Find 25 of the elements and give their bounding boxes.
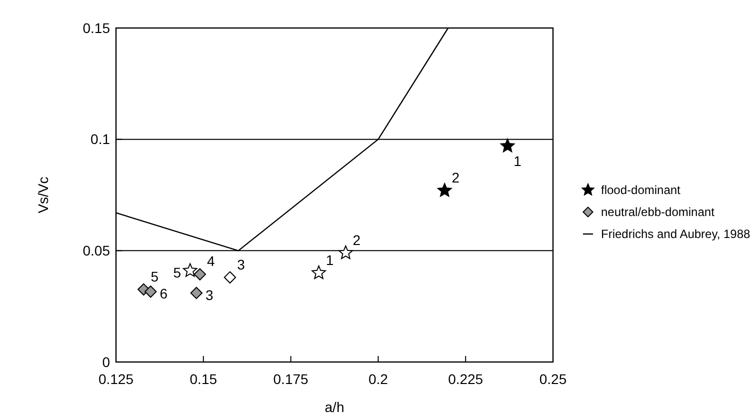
y-tick-label: 0.15 (82, 20, 110, 36)
annotation: 2 (452, 169, 460, 186)
annotation: 3 (237, 256, 246, 272)
x-tick-label: 0.25 (539, 371, 567, 387)
y-tick-label: 0 (102, 354, 110, 370)
annotation: 5 (173, 264, 182, 281)
legend-label: flood-dominant (601, 183, 682, 198)
annotation: 5 (150, 268, 159, 284)
x-axis-title: a/h (324, 399, 344, 414)
annotation: 1 (514, 152, 522, 169)
y-tick-label: 0.05 (82, 242, 110, 259)
annotation: 2 (352, 232, 361, 248)
annotation: 4 (207, 253, 216, 270)
legend-label: neutral/ebb-dominant (601, 205, 716, 220)
x-tick-label: 0.2 (368, 371, 388, 387)
annotation: 1 (326, 252, 334, 268)
y-axis-title: Vs/Vc (35, 176, 51, 214)
annotation: 3 (206, 286, 214, 303)
legend-label: Friedrichs and Aubrey, 1988 (601, 227, 751, 242)
x-tick-label: 0.175 (273, 371, 309, 387)
annotation: 6 (160, 286, 168, 302)
y-tick-label: 0.1 (90, 131, 110, 148)
x-tick-label: 0.225 (448, 371, 484, 387)
x-tick-label: 0.15 (190, 371, 218, 387)
x-tick-label: 0.125 (98, 371, 134, 387)
